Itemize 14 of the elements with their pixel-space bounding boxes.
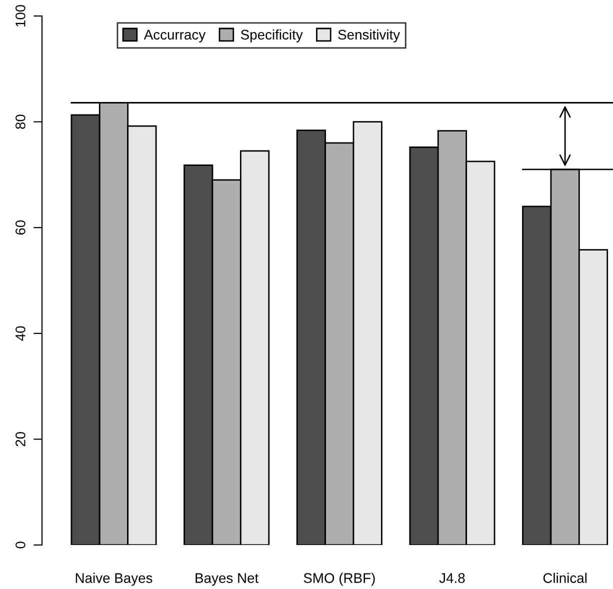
x-tick-label: Bayes Net xyxy=(196,573,259,586)
legend-label: Specificity xyxy=(240,29,303,42)
x-tick-label: Clinical xyxy=(543,572,587,583)
x-tick-label: Naive Bayes xyxy=(76,572,152,586)
legend-label: Accurracy xyxy=(144,30,206,42)
y-tick-label: 100 xyxy=(16,4,26,27)
legend-label: Sensitivity xyxy=(338,29,400,42)
y-tick-label: 80 xyxy=(16,114,26,129)
y-tick-label: 40 xyxy=(16,326,26,341)
y-tick-label: 60 xyxy=(16,220,26,235)
x-tick-label: J4.8 xyxy=(439,573,465,583)
x-tick-label: SMO (RBF) xyxy=(304,572,375,586)
y-tick-label: 0 xyxy=(16,542,26,548)
y-tick-label: 20 xyxy=(16,432,26,446)
